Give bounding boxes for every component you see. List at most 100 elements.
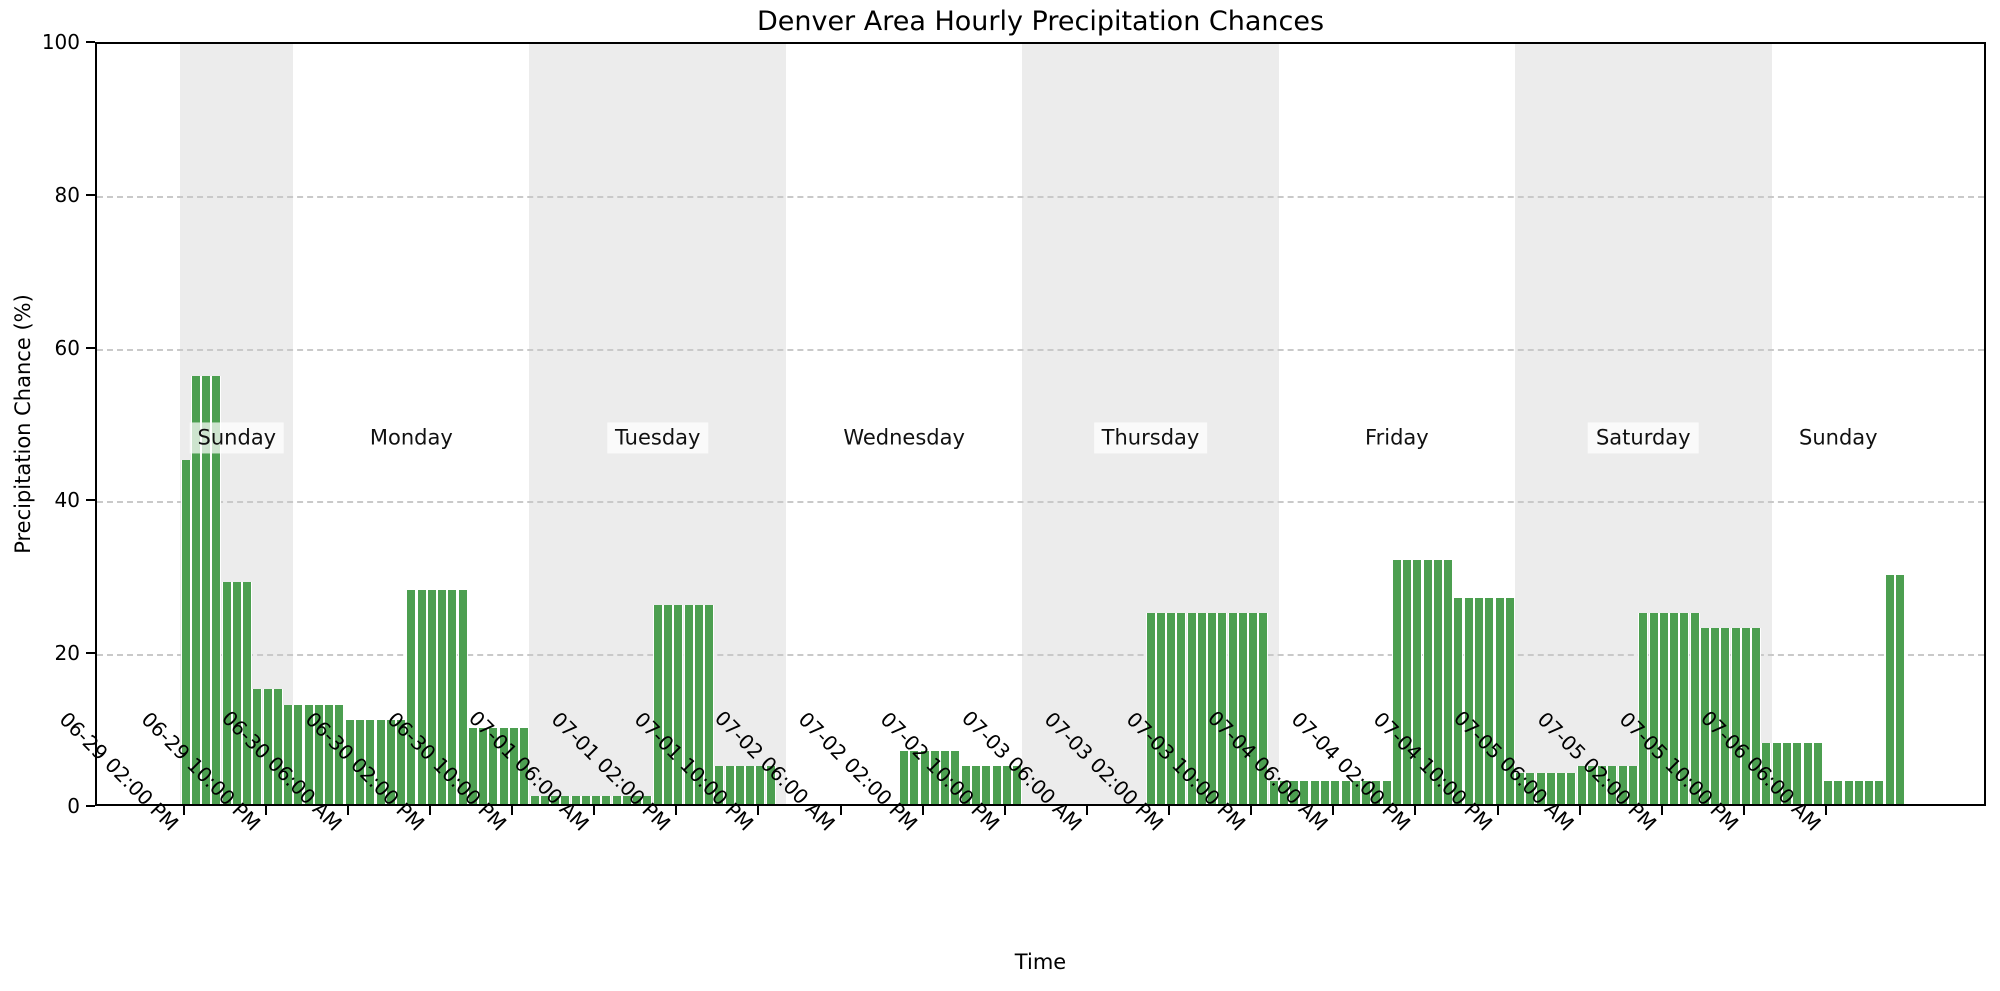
bar-06-30-h2 <box>303 704 314 804</box>
bar-06-30-h10 <box>385 719 396 804</box>
bar-07-06-h12 <box>1884 574 1895 804</box>
bar-07-06-h1 <box>1771 742 1782 804</box>
bar-07-05-h3 <box>1545 773 1556 804</box>
bar-07-01-h18 <box>714 765 725 804</box>
bar-07-01-h0 <box>529 796 540 804</box>
x-tick-mark <box>593 806 596 815</box>
bar-06-29-h21 <box>252 689 263 804</box>
bar-06-30-h3 <box>313 704 324 804</box>
bar-07-05-h6 <box>1576 765 1587 804</box>
bar-07-05-h2 <box>1535 773 1546 804</box>
bar-06-29-h16 <box>201 376 212 804</box>
bar-06-30-h9 <box>375 719 386 804</box>
x-tick-mark <box>264 806 267 815</box>
bar-07-05-h1 <box>1525 773 1536 804</box>
bar-07-01-h9 <box>621 796 632 804</box>
bar-07-04-h8 <box>1350 781 1361 804</box>
x-tick-mark <box>1742 806 1745 815</box>
bar-07-04-h0 <box>1268 781 1279 804</box>
bar-07-04-h21 <box>1484 597 1495 804</box>
bar-06-29-h22 <box>262 689 273 804</box>
y-tick-label: 80 <box>54 182 80 207</box>
bar-07-05-h0 <box>1515 773 1526 804</box>
y-tick-mark <box>86 346 95 349</box>
bar-07-06-h0 <box>1761 742 1772 804</box>
bar-07-03-h17 <box>1196 613 1207 804</box>
bar-07-05-h21 <box>1730 628 1741 804</box>
bar-07-04-h19 <box>1463 597 1474 804</box>
gridline-y-20 <box>97 654 1984 657</box>
bar-07-01-h16 <box>693 605 704 804</box>
bar-07-01-h2 <box>550 796 561 804</box>
x-tick-mark <box>1085 806 1088 815</box>
bar-07-03-h18 <box>1207 613 1218 804</box>
bar-07-06-h7 <box>1833 781 1844 804</box>
x-tick-mark <box>1003 806 1006 815</box>
bar-07-02-h21 <box>991 765 1002 804</box>
y-tick-mark <box>86 805 95 807</box>
y-tick-label: 0 <box>67 794 80 818</box>
bar-06-29-h14 <box>180 460 191 804</box>
bar-07-06-h5 <box>1812 742 1823 804</box>
day-label-07-04: Friday <box>1357 422 1437 454</box>
bar-07-03-h14 <box>1166 613 1177 804</box>
bar-07-02-h12 <box>899 750 910 804</box>
x-tick-mark <box>1660 806 1663 815</box>
bar-07-04-h6 <box>1330 781 1341 804</box>
bar-07-03-h20 <box>1227 613 1238 804</box>
bar-06-29-h18 <box>221 582 232 804</box>
y-tick-label: 20 <box>54 641 80 666</box>
bar-07-05-h17 <box>1689 613 1700 804</box>
day-label-07-06: Sunday <box>1791 422 1886 454</box>
bar-06-30-h15 <box>437 590 448 804</box>
x-tick-mark <box>675 806 678 815</box>
bar-07-03-h15 <box>1176 613 1187 804</box>
bar-06-30-h19 <box>478 727 489 804</box>
bar-07-01-h14 <box>673 605 684 804</box>
bar-07-01-h1 <box>539 796 550 804</box>
gridline-y-40 <box>97 501 1984 504</box>
bar-07-01-h10 <box>632 796 643 804</box>
bar-07-04-h7 <box>1340 781 1351 804</box>
bar-07-05-h8 <box>1597 765 1608 804</box>
x-tick-mark <box>1332 806 1335 815</box>
bar-07-01-h17 <box>704 605 715 804</box>
bar-07-06-h3 <box>1792 742 1803 804</box>
bar-06-30-h16 <box>447 590 458 804</box>
bar-07-01-h21 <box>745 765 756 804</box>
y-axis-label: Precipitation Chance (%) <box>11 294 35 554</box>
bar-06-30-h8 <box>365 719 376 804</box>
bar-07-01-h19 <box>724 765 735 804</box>
bar-06-30-h6 <box>344 719 355 804</box>
bar-06-30-h1 <box>293 704 304 804</box>
bar-07-05-h7 <box>1586 765 1597 804</box>
bar-07-02-h15 <box>929 750 940 804</box>
bar-07-02-h19 <box>970 765 981 804</box>
x-tick-mark <box>1825 806 1828 815</box>
bar-07-02-h13 <box>909 750 920 804</box>
bar-07-03-h21 <box>1237 613 1248 804</box>
bar-07-04-h13 <box>1402 559 1413 804</box>
y-tick-label: 100 <box>41 30 80 54</box>
bar-06-30-h14 <box>426 590 437 804</box>
bar-07-05-h23 <box>1751 628 1762 804</box>
bar-07-01-h11 <box>642 796 653 804</box>
bar-07-04-h23 <box>1504 597 1515 804</box>
x-tick-mark <box>182 806 185 815</box>
bar-07-05-h12 <box>1638 613 1649 804</box>
bar-06-29-h15 <box>190 376 201 804</box>
bar-07-06-h11 <box>1874 781 1885 804</box>
bar-07-04-h18 <box>1453 597 1464 804</box>
x-tick-mark <box>757 806 760 815</box>
bar-07-04-h4 <box>1309 781 1320 804</box>
bar-07-01-h12 <box>652 605 663 804</box>
bar-07-04-h11 <box>1381 781 1392 804</box>
bar-07-05-h10 <box>1617 765 1628 804</box>
bar-07-06-h6 <box>1823 781 1834 804</box>
day-label-07-02: Wednesday <box>835 422 973 454</box>
bar-07-01-h15 <box>683 605 694 804</box>
bar-07-02-h17 <box>950 750 961 804</box>
bar-06-30-h12 <box>406 590 417 804</box>
y-tick-mark <box>86 499 95 502</box>
